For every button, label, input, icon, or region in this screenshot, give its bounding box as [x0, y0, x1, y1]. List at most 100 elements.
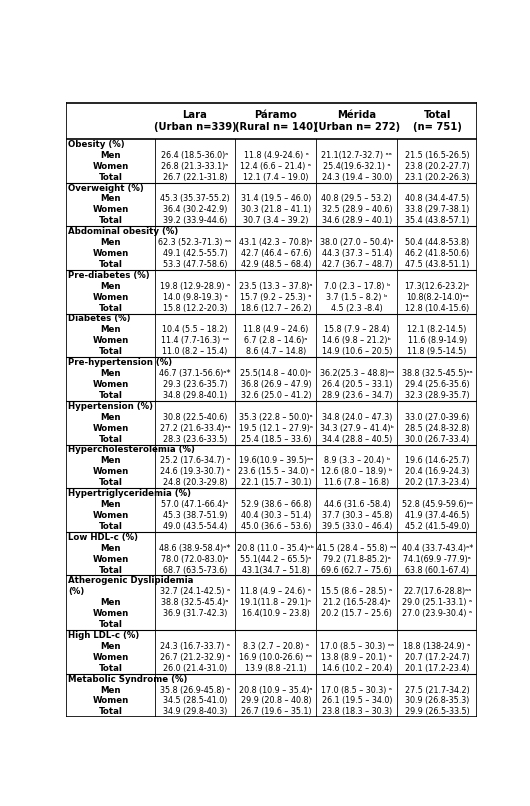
Text: 34.9 (29.8-40.3): 34.9 (29.8-40.3)	[163, 708, 227, 717]
Text: 12.4 (6.6 – 21.4) ᵃ: 12.4 (6.6 – 21.4) ᵃ	[241, 162, 312, 171]
Text: 20.7 (17.2-24.7): 20.7 (17.2-24.7)	[405, 653, 470, 662]
Text: Women: Women	[92, 653, 129, 662]
Text: Hypertriglyceridemia (%): Hypertriglyceridemia (%)	[68, 489, 191, 498]
Text: 21.5 (16.5-26.5): 21.5 (16.5-26.5)	[405, 151, 470, 160]
Text: Men: Men	[100, 413, 121, 422]
Text: 35.3 (22.8 – 50.0)ᵃ: 35.3 (22.8 – 50.0)ᵃ	[239, 413, 313, 422]
Text: 30.0 (26.7-33.4): 30.0 (26.7-33.4)	[405, 434, 469, 443]
Text: 13.8 (8.9 – 20.1) ᵃ: 13.8 (8.9 – 20.1) ᵃ	[321, 653, 392, 662]
Text: Total: Total	[99, 347, 122, 356]
Text: 38.8 (32.5-45.5)ᵃᵃ: 38.8 (32.5-45.5)ᵃᵃ	[402, 369, 473, 378]
Text: 10.8(8.2-14.0)ᵃᵃ: 10.8(8.2-14.0)ᵃᵃ	[406, 293, 469, 301]
Text: 14.0 (9.8-19.3) ᵃ: 14.0 (9.8-19.3) ᵃ	[163, 293, 227, 301]
Text: 36.4 (30.2-42.9): 36.4 (30.2-42.9)	[163, 206, 227, 214]
Text: Women: Women	[92, 555, 129, 563]
Text: 44.6 (31.6 -58.4): 44.6 (31.6 -58.4)	[323, 500, 390, 509]
Text: Total: Total	[99, 216, 122, 225]
Text: 30.8 (22.5-40.6): 30.8 (22.5-40.6)	[163, 413, 227, 422]
Text: 74.1(69.9 -77.9)ᵃ: 74.1(69.9 -77.9)ᵃ	[403, 555, 471, 563]
Text: 6.7 (2.8 – 14.6)ᵃ: 6.7 (2.8 – 14.6)ᵃ	[244, 336, 308, 345]
Text: 23.6 (15.5 – 34.0) ᵃ: 23.6 (15.5 – 34.0) ᵃ	[238, 467, 314, 476]
Text: 25.4(19.6-32.1) ᵃ: 25.4(19.6-32.1) ᵃ	[323, 162, 391, 171]
Text: 44.3 (37.3 – 51.4): 44.3 (37.3 – 51.4)	[322, 249, 392, 258]
Text: 48.6 (38.9-58.4)ᵃ*: 48.6 (38.9-58.4)ᵃ*	[160, 544, 231, 553]
Text: 36.9 (31.7-42.3): 36.9 (31.7-42.3)	[163, 609, 227, 618]
Text: 23.5 (13.3 – 37.8)ᵃ: 23.5 (13.3 – 37.8)ᵃ	[239, 282, 313, 291]
Text: Men: Men	[100, 194, 121, 203]
Text: 11.8 (4.9 – 24.6): 11.8 (4.9 – 24.6)	[243, 326, 308, 334]
Text: Men: Men	[100, 238, 121, 247]
Text: Women: Women	[92, 336, 129, 345]
Text: Women: Women	[92, 511, 129, 520]
Text: Total: Total	[99, 566, 122, 575]
Text: Total: Total	[99, 260, 122, 269]
Text: 50.4 (44.8-53.8): 50.4 (44.8-53.8)	[405, 238, 469, 247]
Text: 25.4 (18.5 – 33.6): 25.4 (18.5 – 33.6)	[241, 434, 311, 443]
Text: Overweight (%): Overweight (%)	[68, 184, 144, 193]
Text: 40.8 (29.5 – 53.2): 40.8 (29.5 – 53.2)	[322, 194, 392, 203]
Text: 25.2 (17.6-34.7) ᵃ: 25.2 (17.6-34.7) ᵃ	[160, 456, 230, 465]
Text: Men: Men	[100, 642, 121, 651]
Text: Total
(n= 751): Total (n= 751)	[413, 110, 462, 131]
Text: 19.6(10.9 – 39.5)ᵃᵃ: 19.6(10.9 – 39.5)ᵃᵃ	[238, 456, 313, 465]
Text: 16.4(10.9 – 23.8): 16.4(10.9 – 23.8)	[242, 609, 310, 618]
Text: 40.4 (33.7-43.4)ᵃ*: 40.4 (33.7-43.4)ᵃ*	[402, 544, 473, 553]
Text: 45.3 (35.37-55.2): 45.3 (35.37-55.2)	[160, 194, 230, 203]
Text: 45.3 (38.7-51.9): 45.3 (38.7-51.9)	[163, 511, 227, 520]
Text: 52.9 (38.6 – 66.8): 52.9 (38.6 – 66.8)	[241, 500, 311, 509]
Text: 52.8 (45.9-59.6)ᵃᵃ: 52.8 (45.9-59.6)ᵃᵃ	[402, 500, 473, 509]
Text: Men: Men	[100, 151, 121, 160]
Text: 26.0 (21.4-31.0): 26.0 (21.4-31.0)	[163, 663, 227, 673]
Text: (%): (%)	[68, 588, 84, 596]
Text: 41.9 (37.4-46.5): 41.9 (37.4-46.5)	[405, 511, 470, 520]
Text: Abdominal obesity (%): Abdominal obesity (%)	[68, 227, 178, 236]
Text: 12.1 (7.4 – 19.0): 12.1 (7.4 – 19.0)	[243, 172, 308, 181]
Text: 29.3 (23.6-35.7): 29.3 (23.6-35.7)	[163, 380, 227, 389]
Text: Men: Men	[100, 686, 121, 695]
Text: 15.7 (9.2 – 25.3) ᵃ: 15.7 (9.2 – 25.3) ᵃ	[240, 293, 312, 301]
Text: 19.6 (14.6-25.7): 19.6 (14.6-25.7)	[405, 456, 470, 465]
Text: 17.0 (8.5 – 30.3) ᵃᵃ: 17.0 (8.5 – 30.3) ᵃᵃ	[320, 642, 394, 651]
Text: 12.1 (8.2-14.5): 12.1 (8.2-14.5)	[408, 326, 467, 334]
Text: Men: Men	[100, 500, 121, 509]
Text: 45.2 (41.5-49.0): 45.2 (41.5-49.0)	[405, 521, 470, 531]
Text: Women: Women	[92, 609, 129, 618]
Text: 15.8 (12.2-20.3): 15.8 (12.2-20.3)	[163, 304, 227, 313]
Text: 53.3 (47.7-58.6): 53.3 (47.7-58.6)	[163, 260, 227, 269]
Text: 20.1 (17.2-23.4): 20.1 (17.2-23.4)	[405, 663, 470, 673]
Text: High LDL-c (%): High LDL-c (%)	[68, 631, 139, 640]
Text: Women: Women	[92, 424, 129, 433]
Text: Total: Total	[99, 391, 122, 400]
Text: 3.7 (1.5 – 8.2) ᵇ: 3.7 (1.5 – 8.2) ᵇ	[326, 293, 387, 301]
Text: 11.6 (7.8 – 16.8): 11.6 (7.8 – 16.8)	[324, 478, 390, 487]
Text: Low HDL-c (%): Low HDL-c (%)	[68, 533, 138, 542]
Text: 24.3 (19.4 – 30.0): 24.3 (19.4 – 30.0)	[322, 172, 392, 181]
Text: 26.4 (18.5-36.0)ᵃ: 26.4 (18.5-36.0)ᵃ	[161, 151, 229, 160]
Text: 15.5 (8.6 – 28.5) ᵃ: 15.5 (8.6 – 28.5) ᵃ	[321, 588, 393, 596]
Text: 36.2(25.3 – 48.8)ᵃᵃ: 36.2(25.3 – 48.8)ᵃᵃ	[320, 369, 394, 378]
Text: 63.8 (60.1-67.4): 63.8 (60.1-67.4)	[405, 566, 469, 575]
Text: Total: Total	[99, 434, 122, 443]
Text: 32.5 (28.9 – 40.6): 32.5 (28.9 – 40.6)	[322, 206, 392, 214]
Text: Women: Women	[92, 467, 129, 476]
Text: 25.5(14.8 – 40.0)ᵃ: 25.5(14.8 – 40.0)ᵃ	[241, 369, 312, 378]
Text: 35.8 (26.9-45.8) ᵃ: 35.8 (26.9-45.8) ᵃ	[160, 686, 230, 695]
Text: Total: Total	[99, 304, 122, 313]
Text: 39.2 (33.9-44.6): 39.2 (33.9-44.6)	[163, 216, 227, 225]
Text: 14.6 (9.8 – 21.2)ᵇ: 14.6 (9.8 – 21.2)ᵇ	[322, 336, 391, 345]
Text: 17.3(12.6-23.2)ᵃ: 17.3(12.6-23.2)ᵃ	[404, 282, 470, 291]
Text: 20.8 (11.0 – 35.4)ᵃᵇ: 20.8 (11.0 – 35.4)ᵃᵇ	[237, 544, 314, 553]
Text: 20.8 (10.9 – 35.4)ᵃ: 20.8 (10.9 – 35.4)ᵃ	[239, 686, 313, 695]
Text: 43.1 (42.3 – 70.8)ᵃ: 43.1 (42.3 – 70.8)ᵃ	[239, 238, 313, 247]
Text: 20.2 (17.3-23.4): 20.2 (17.3-23.4)	[405, 478, 470, 487]
Text: Lara
(Urban n=339): Lara (Urban n=339)	[154, 110, 236, 131]
Text: 19.1(11.8 – 29.1)ᵃ: 19.1(11.8 – 29.1)ᵃ	[241, 598, 312, 607]
Text: 11.8 (4.9-24.6) ᵃ: 11.8 (4.9-24.6) ᵃ	[243, 151, 308, 160]
Text: 18.8 (138-24.9) ᵃ: 18.8 (138-24.9) ᵃ	[403, 642, 471, 651]
Text: 34.6 (28.9 – 40.1): 34.6 (28.9 – 40.1)	[322, 216, 392, 225]
Text: 47.5 (43.8-51.1): 47.5 (43.8-51.1)	[405, 260, 470, 269]
Text: Pre-diabetes (%): Pre-diabetes (%)	[68, 271, 149, 280]
Text: 42.7 (46.4 – 67.6): 42.7 (46.4 – 67.6)	[241, 249, 311, 258]
Text: Total: Total	[99, 521, 122, 531]
Text: 7.0 (2.3 – 17.8) ᵇ: 7.0 (2.3 – 17.8) ᵇ	[324, 282, 390, 291]
